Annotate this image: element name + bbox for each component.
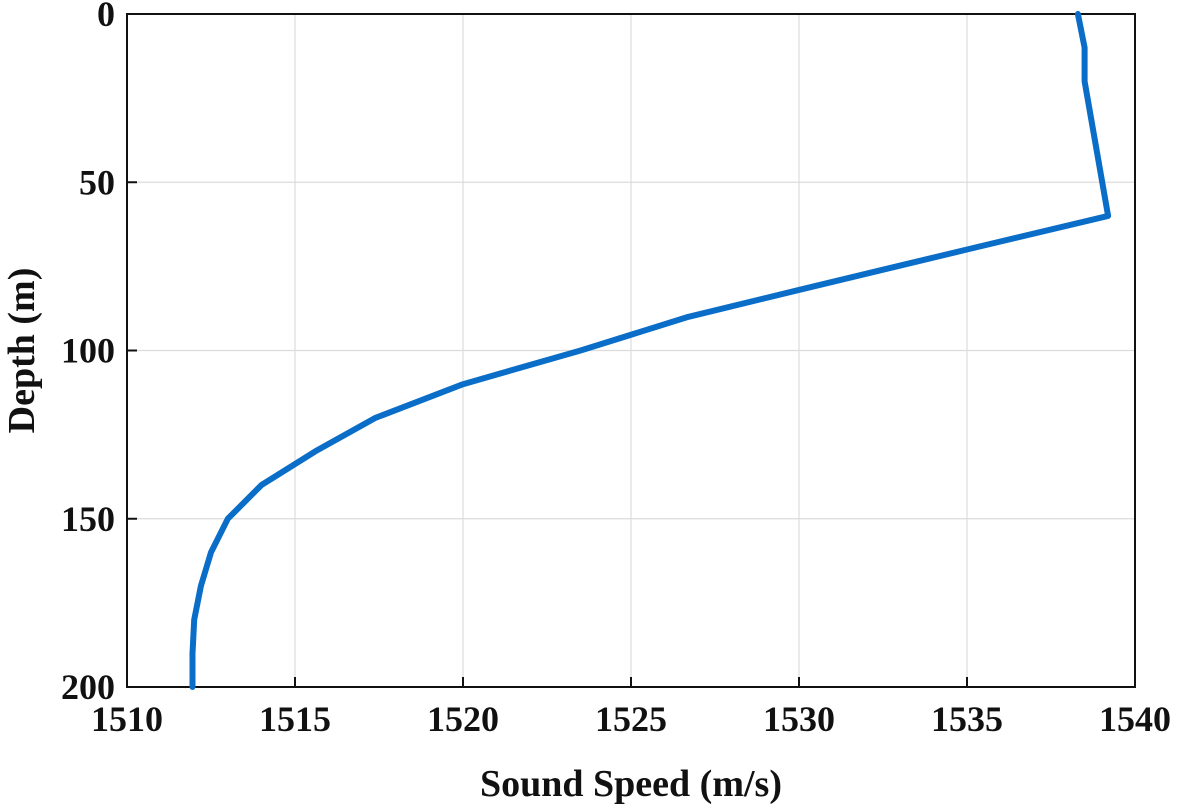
y-tick-label: 200 bbox=[61, 667, 115, 707]
y-axis-tick-labels: 0 50 100 150 200 bbox=[61, 0, 137, 707]
y-tick-label: 0 bbox=[97, 0, 115, 34]
y-axis-title: Depth (m) bbox=[1, 268, 43, 434]
series-layer bbox=[189, 11, 1112, 690]
x-tick-label: 1535 bbox=[931, 699, 1003, 739]
x-axis-tick-labels: 1510 1515 1520 1525 1530 1535 1540 bbox=[91, 677, 1171, 739]
x-tick-label: 1525 bbox=[595, 699, 667, 739]
y-tick-label: 150 bbox=[61, 499, 115, 539]
x-tick-label: 1515 bbox=[259, 699, 331, 739]
x-axis-title: Sound Speed (m/s) bbox=[480, 763, 782, 805]
x-tick-label: 1540 bbox=[1099, 699, 1171, 739]
x-tick-label: 1530 bbox=[763, 699, 835, 739]
sound-speed-profile-line bbox=[189, 11, 1112, 690]
x-tick-label: 1510 bbox=[91, 699, 163, 739]
x-tick-label: 1520 bbox=[427, 699, 499, 739]
y-tick-label: 100 bbox=[61, 331, 115, 371]
y-tick-label: 50 bbox=[79, 162, 115, 202]
